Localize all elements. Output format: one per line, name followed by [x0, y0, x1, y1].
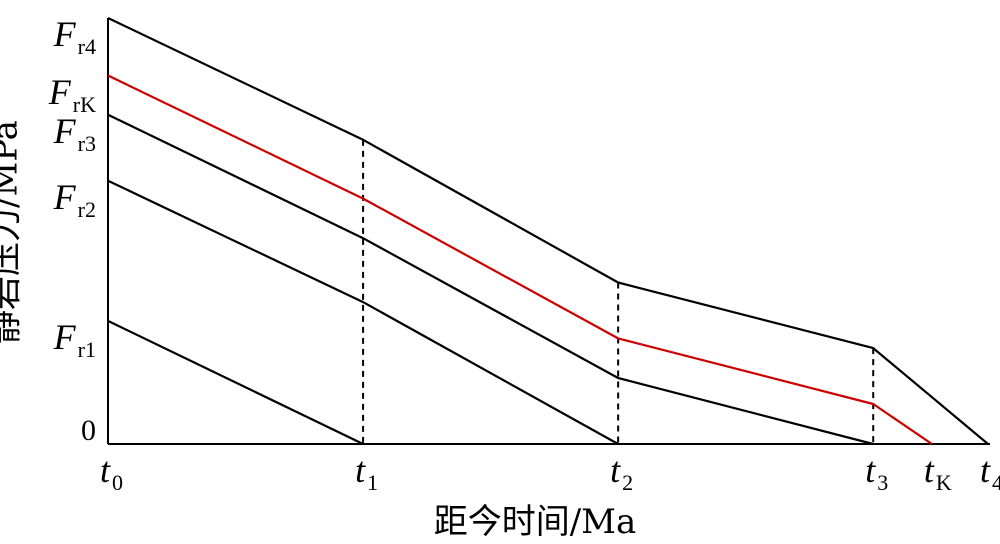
x-tick-label-2: t2: [610, 450, 634, 495]
y-axis-label: 静岩压力/MPa: [0, 120, 26, 344]
y-tick-label-rK: FrK: [48, 71, 96, 117]
y-tick-label-r2: Fr2: [53, 176, 96, 222]
x-tick-label-K: tK: [923, 450, 952, 495]
y-tick-label-r1: Fr1: [53, 316, 96, 362]
series-line-5: [107, 319, 364, 445]
x-tick-label-1: t1: [355, 450, 379, 495]
y-tick-label-zero: 0: [81, 414, 96, 447]
x-tick-label-3: t3: [865, 450, 889, 495]
series-line-1: [107, 17, 989, 445]
y-tick-label-r4: Fr4: [53, 14, 96, 59]
series-line-3: [107, 113, 874, 446]
x-tick-label-4: t4: [980, 450, 1000, 495]
x-axis-label: 距今时间/Ma: [433, 502, 637, 542]
x-tick-label-0: t0: [100, 450, 124, 495]
series-line-4: [107, 179, 619, 445]
y-tick-label-r3: Fr3: [53, 110, 96, 156]
series-line-2: [107, 74, 933, 445]
